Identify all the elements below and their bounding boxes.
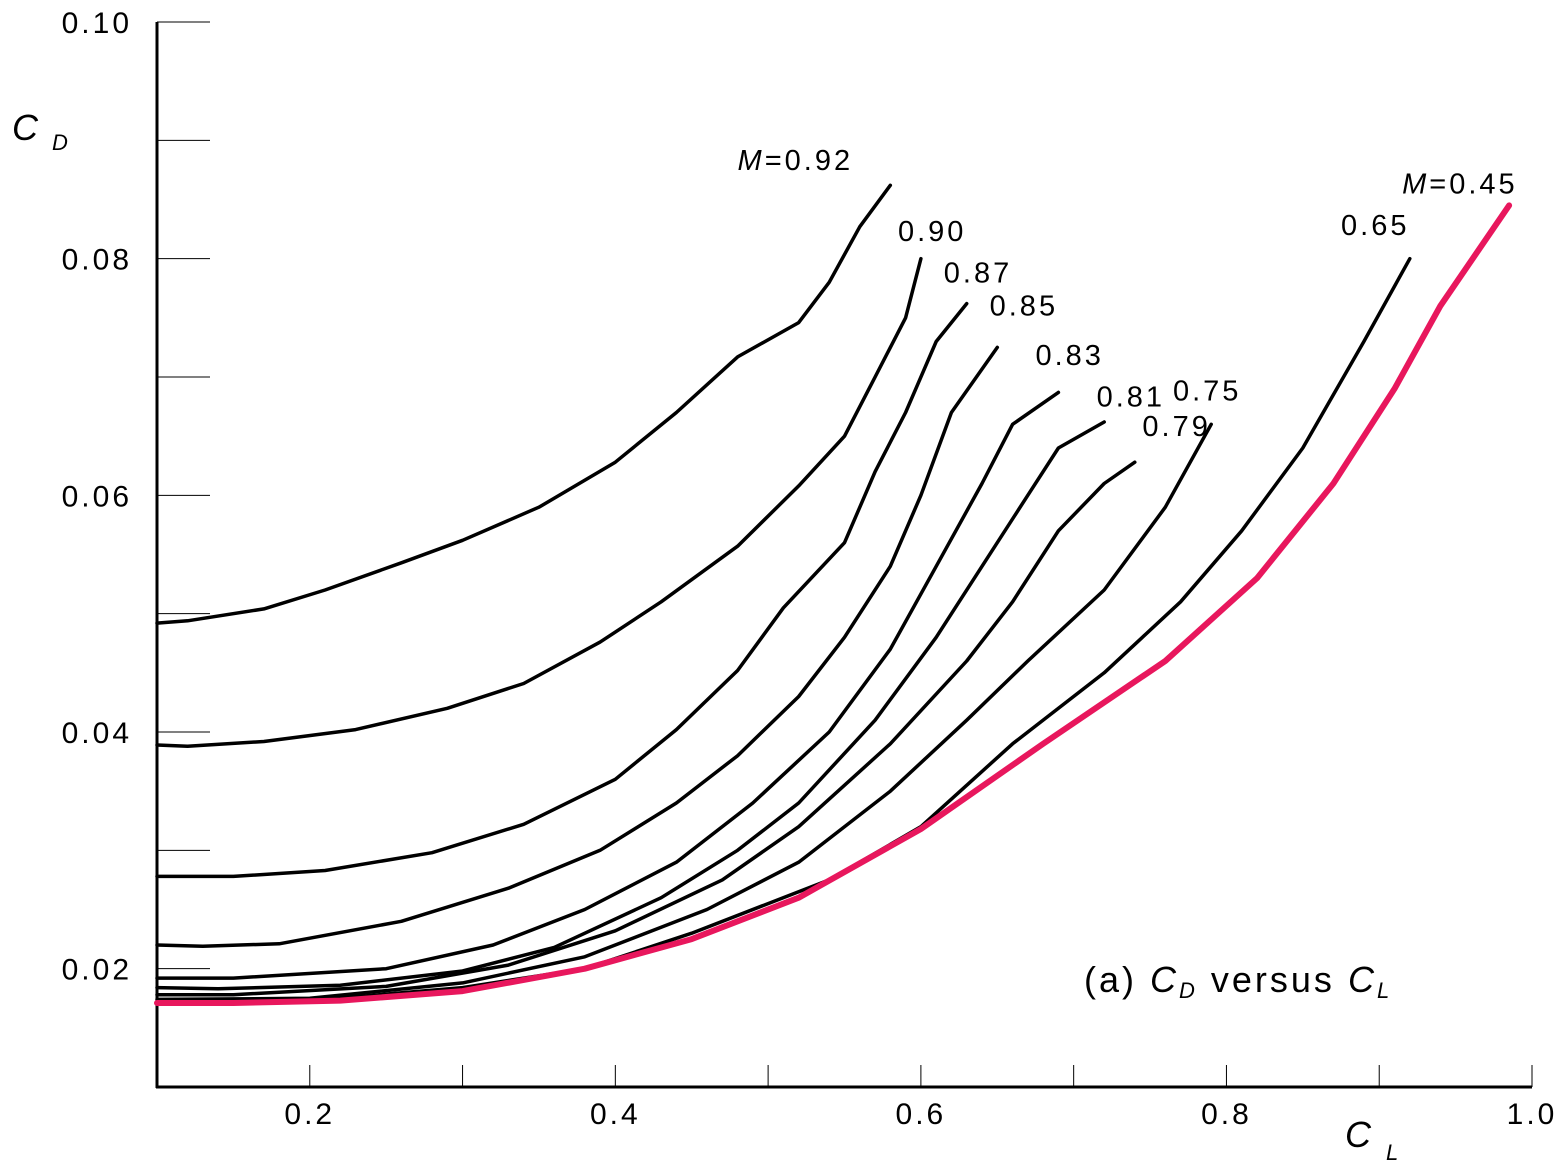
x-tick-label: 0.2 — [284, 1098, 335, 1131]
curve-075 — [155, 422, 1213, 1002]
curve-079 — [155, 460, 1137, 997]
y-tick-label: 0.02 — [62, 954, 132, 987]
curve-labels: M=0.92 0.90 0.870.85 0.83 0.810.790.75 0.65 M=… — [738, 145, 1518, 443]
curve-label-087: 0.87 — [944, 257, 1012, 289]
x-tick-label: 0.4 — [590, 1098, 641, 1131]
curve-090 — [155, 256, 923, 748]
curve-045 — [154, 202, 1513, 1006]
curve-label-083: 0.83 — [1035, 340, 1103, 372]
y-tick-label: 0.10 — [62, 7, 132, 40]
curve-label-081: 0.81 — [1097, 382, 1165, 414]
curve-label-092: M=0.92 — [738, 145, 854, 177]
y-tick-label: 0.06 — [62, 480, 132, 513]
curve-label-090: 0.90 — [898, 216, 966, 248]
curve-label-079: 0.79 — [1142, 411, 1210, 443]
curve-label-085: 0.85 — [990, 290, 1058, 322]
x-axis-title: C — [1345, 1114, 1372, 1155]
y-tick-label: 0.04 — [62, 717, 132, 750]
curve-081 — [155, 420, 1106, 991]
axes — [155, 22, 1532, 1089]
x-tick-label: 1.0 — [1507, 1098, 1558, 1131]
x-axis-title-subscript: L — [1386, 1140, 1398, 1165]
y-axis-title-subscript: D — [52, 130, 68, 155]
curve-label-065: 0.65 — [1341, 210, 1409, 242]
curve-085 — [155, 345, 1000, 948]
tick-labels: 0.02 0.04 0.06 0.08 0.10 0.2 0.4 0.6 0.8 1.0 — [62, 7, 1558, 1131]
x-tick-label: 0.8 — [1201, 1098, 1252, 1131]
y-axis-title: C — [12, 107, 39, 148]
curve-083 — [155, 390, 1061, 980]
x-tick-label: 0.6 — [896, 1098, 947, 1131]
tick-marks — [157, 21, 1533, 1087]
curve-065 — [155, 256, 1412, 1004]
curve-092 — [155, 183, 893, 625]
curve-label-075: 0.75 — [1173, 376, 1241, 408]
y-tick-label: 0.08 — [62, 244, 132, 277]
chart-caption: (a) CD versus CL — [1084, 959, 1392, 1003]
curve-087 — [155, 301, 969, 879]
curve-label-045: M=0.45 — [1402, 169, 1518, 201]
curves — [154, 183, 1513, 1006]
